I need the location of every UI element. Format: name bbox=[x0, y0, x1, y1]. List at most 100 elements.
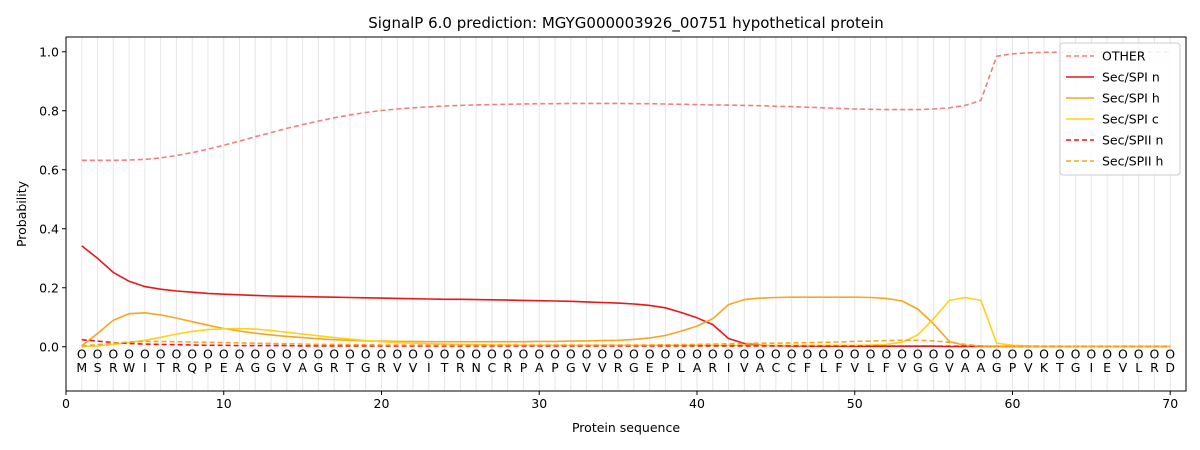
x-tick-label: 0 bbox=[62, 396, 70, 411]
sequence-residue: V bbox=[582, 360, 591, 375]
sequence-residue: G bbox=[992, 360, 1002, 375]
label-marker: O bbox=[1165, 347, 1175, 362]
sequence-residue: Q bbox=[187, 360, 197, 375]
sequence-residue: V bbox=[409, 360, 418, 375]
label-marker: O bbox=[282, 347, 292, 362]
label-marker: O bbox=[172, 347, 182, 362]
sequence-residue: T bbox=[156, 360, 165, 375]
label-marker: O bbox=[455, 347, 465, 362]
sequence-residue: R bbox=[1150, 360, 1159, 375]
sequence-residue: D bbox=[1165, 360, 1175, 375]
sequence-residue: T bbox=[345, 360, 354, 375]
label-marker: O bbox=[881, 347, 891, 362]
sequence-residue: P bbox=[204, 360, 212, 375]
y-axis-label: Probability bbox=[14, 180, 29, 247]
sequence-residue: A bbox=[235, 360, 244, 375]
label-marker: O bbox=[613, 347, 623, 362]
label-marker: O bbox=[313, 347, 323, 362]
sequence-residue: G bbox=[913, 360, 923, 375]
legend: OTHER Sec/SPI n Sec/SPI h Sec/SPI c Sec/SPII… bbox=[1059, 42, 1181, 176]
sequence-residue: C bbox=[488, 360, 497, 375]
label-marker: O bbox=[566, 347, 576, 362]
label-marker: O bbox=[960, 347, 970, 362]
sequence-residue: G bbox=[629, 360, 639, 375]
label-marker: O bbox=[913, 347, 923, 362]
x-tick-label: 20 bbox=[374, 396, 390, 411]
label-marker: O bbox=[676, 347, 686, 362]
sequence-residue: V bbox=[850, 360, 859, 375]
sequence-residue: A bbox=[977, 360, 986, 375]
sequence-residue: G bbox=[361, 360, 371, 375]
label-marker: O bbox=[1023, 347, 1033, 362]
sequence-residue: L bbox=[1135, 360, 1142, 375]
label-marker: O bbox=[771, 347, 781, 362]
x-tick-label: 60 bbox=[1005, 396, 1021, 411]
label-marker: O bbox=[992, 347, 1002, 362]
label-marker: O bbox=[503, 347, 513, 362]
label-marker: O bbox=[408, 347, 418, 362]
sequence-residue: F bbox=[883, 360, 890, 375]
sequence-residue: R bbox=[172, 360, 181, 375]
legend-label: Sec/SPI c bbox=[1102, 112, 1159, 127]
label-marker: O bbox=[944, 347, 954, 362]
label-marker: O bbox=[424, 347, 434, 362]
label-marker: O bbox=[1118, 347, 1128, 362]
sequence-residue: A bbox=[756, 360, 765, 375]
label-marker: O bbox=[250, 347, 260, 362]
sequence-residue: A bbox=[535, 360, 544, 375]
sequence-residue: T bbox=[440, 360, 449, 375]
sequence-layer: OMOSOROWOIOTOROQOPOEOAOGOGOVOAOGOROTOGOR… bbox=[76, 347, 1175, 375]
series-layer bbox=[81, 51, 1171, 348]
label-marker: O bbox=[124, 347, 134, 362]
y-tick-label: 0.4 bbox=[39, 221, 59, 236]
sequence-residue: C bbox=[771, 360, 780, 375]
sequence-residue: R bbox=[377, 360, 386, 375]
y-tick-label: 0.8 bbox=[39, 103, 59, 118]
sequence-residue: V bbox=[1119, 360, 1128, 375]
sequence-residue: R bbox=[456, 360, 465, 375]
sequence-residue: R bbox=[330, 360, 339, 375]
sequence-residue: F bbox=[804, 360, 811, 375]
label-marker: O bbox=[708, 347, 718, 362]
sequence-residue: A bbox=[693, 360, 702, 375]
label-marker: O bbox=[219, 347, 229, 362]
series-line-other bbox=[81, 51, 1171, 162]
label-marker: O bbox=[187, 347, 197, 362]
sequence-residue: N bbox=[471, 360, 480, 375]
legend-label: OTHER bbox=[1102, 49, 1146, 64]
sequence-residue: A bbox=[298, 360, 307, 375]
sequence-residue: V bbox=[598, 360, 607, 375]
label-marker: O bbox=[1055, 347, 1065, 362]
label-marker: O bbox=[1150, 347, 1160, 362]
label-marker: O bbox=[818, 347, 828, 362]
label-marker: O bbox=[345, 347, 355, 362]
sequence-residue: R bbox=[503, 360, 512, 375]
series-line-sec-spi-h bbox=[81, 296, 1171, 348]
x-axis-ticks: 0 10 20 30 40 50 60 70 bbox=[62, 391, 1178, 411]
sequence-residue: I bbox=[143, 360, 147, 375]
label-marker: O bbox=[487, 347, 497, 362]
label-marker: O bbox=[1134, 347, 1144, 362]
label-marker: O bbox=[597, 347, 607, 362]
sequence-residue: E bbox=[646, 360, 654, 375]
sequence-residue: P bbox=[1009, 360, 1017, 375]
label-marker: O bbox=[77, 347, 87, 362]
sequence-residue: R bbox=[109, 360, 118, 375]
label-marker: O bbox=[1086, 347, 1096, 362]
sequence-residue: P bbox=[551, 360, 559, 375]
y-tick-label: 0.6 bbox=[39, 162, 59, 177]
sequence-residue: G bbox=[929, 360, 939, 375]
label-marker: O bbox=[802, 347, 812, 362]
label-marker: O bbox=[298, 347, 308, 362]
legend-label: Sec/SPI n bbox=[1102, 70, 1160, 85]
sequence-residue: R bbox=[708, 360, 717, 375]
label-marker: O bbox=[1008, 347, 1018, 362]
sequence-residue: I bbox=[727, 360, 731, 375]
y-tick-label: 0.2 bbox=[39, 280, 59, 295]
chart-title: SignalP 6.0 prediction: MGYG000003926_00… bbox=[368, 14, 884, 33]
sequence-residue: L bbox=[820, 360, 827, 375]
x-tick-label: 70 bbox=[1162, 396, 1178, 411]
sequence-residue: G bbox=[250, 360, 260, 375]
label-marker: O bbox=[787, 347, 797, 362]
label-marker: O bbox=[692, 347, 702, 362]
